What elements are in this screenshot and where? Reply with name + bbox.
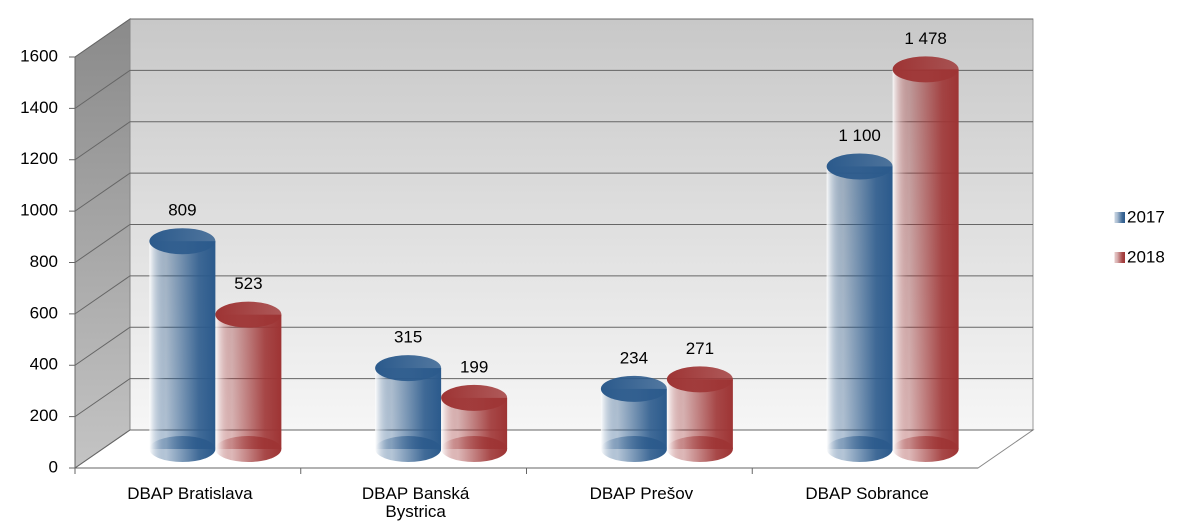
x-tick-label: DBAP Sobrance (805, 484, 929, 503)
cylinder (892, 56, 959, 462)
cylinder (215, 301, 282, 462)
grid-line (74, 172, 1033, 212)
legend-swatch (1114, 252, 1125, 263)
cylinder-top (826, 153, 893, 180)
grid-line (74, 69, 1033, 109)
grid-line (74, 326, 1033, 366)
y-tick-label: 1600 (20, 46, 58, 65)
cylinder-top (441, 384, 508, 411)
data-label: 271 (686, 339, 714, 358)
data-label: 1 100 (838, 126, 881, 145)
y-tick-label: 1400 (20, 98, 58, 117)
grid-line (74, 224, 1033, 263)
y-tick-label: 200 (30, 406, 58, 425)
cylinder-top (892, 56, 959, 83)
cylinder (375, 355, 442, 462)
grid-line (74, 275, 1033, 315)
cylinder (666, 366, 733, 462)
x-tick-label: DBAP Bratislava (127, 484, 253, 503)
data-label: 809 (168, 201, 196, 220)
cylinder-top (375, 355, 442, 382)
legend-swatch (1114, 212, 1125, 223)
y-tick-label: 1000 (20, 201, 58, 220)
cylinder-body (375, 368, 442, 449)
data-label: 1 478 (904, 29, 947, 48)
cylinder-top (666, 366, 733, 393)
data-label: 523 (234, 274, 262, 293)
grid-line (74, 18, 1033, 58)
cylinder (149, 228, 216, 462)
data-label: 199 (460, 357, 488, 376)
grid-line (74, 121, 1033, 161)
cylinder-top (600, 375, 667, 402)
cylinder (600, 375, 667, 462)
legend-label: 2017 (1127, 207, 1165, 226)
y-tick-label: 600 (30, 303, 58, 322)
y-tick-label: 400 (30, 355, 58, 374)
cylinder-body (149, 241, 216, 449)
data-label: 234 (620, 348, 648, 367)
cylinder-top (215, 301, 282, 328)
data-label: 315 (394, 328, 422, 347)
y-tick-label: 800 (30, 252, 58, 271)
y-tick-label: 1200 (20, 149, 58, 168)
x-tick-label: DBAP Prešov (589, 484, 694, 503)
legend-label: 2018 (1127, 247, 1165, 266)
y-tick-label: 0 (49, 457, 58, 476)
cylinder (826, 153, 893, 462)
cylinder-body (215, 314, 282, 449)
cylinder (441, 384, 508, 462)
x-tick-label: DBAP Banská Bystrica (361, 484, 470, 521)
cylinder-body (826, 166, 893, 449)
cylinder-body (892, 69, 959, 450)
cylinder-top (149, 228, 216, 255)
